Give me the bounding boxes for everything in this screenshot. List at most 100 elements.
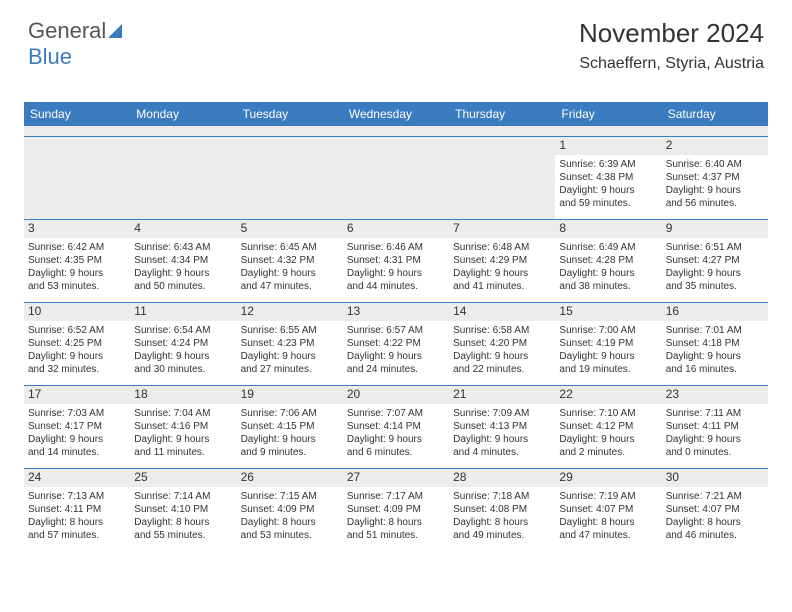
- day-info-line: Sunrise: 6:48 AM: [453, 241, 551, 254]
- day-info-line: Sunrise: 7:03 AM: [28, 407, 126, 420]
- day-number: 16: [662, 303, 768, 321]
- day-info-line: Daylight: 9 hours: [559, 184, 657, 197]
- day-info-line: Sunrise: 6:40 AM: [666, 158, 764, 171]
- day-info-line: Sunrise: 7:07 AM: [347, 407, 445, 420]
- day-info-line: and 19 minutes.: [559, 363, 657, 376]
- day-info-line: Sunset: 4:31 PM: [347, 254, 445, 267]
- day-info-line: Sunrise: 6:49 AM: [559, 241, 657, 254]
- day-info-line: Daylight: 9 hours: [28, 267, 126, 280]
- week-row: 17Sunrise: 7:03 AMSunset: 4:17 PMDayligh…: [24, 385, 768, 468]
- day-cell: [237, 137, 343, 219]
- day-info-line: and 30 minutes.: [134, 363, 232, 376]
- day-info-line: Daylight: 9 hours: [453, 433, 551, 446]
- day-info-line: Sunset: 4:18 PM: [666, 337, 764, 350]
- day-number: 11: [130, 303, 236, 321]
- day-info-line: Sunrise: 6:55 AM: [241, 324, 339, 337]
- day-cell: 10Sunrise: 6:52 AMSunset: 4:25 PMDayligh…: [24, 303, 130, 385]
- day-info-line: Daylight: 9 hours: [666, 184, 764, 197]
- day-info-line: Sunrise: 7:00 AM: [559, 324, 657, 337]
- day-number: 7: [449, 220, 555, 238]
- dow-cell: Tuesday: [237, 107, 343, 121]
- day-info-line: and 38 minutes.: [559, 280, 657, 293]
- day-cell: 3Sunrise: 6:42 AMSunset: 4:35 PMDaylight…: [24, 220, 130, 302]
- day-cell: 28Sunrise: 7:18 AMSunset: 4:08 PMDayligh…: [449, 469, 555, 551]
- day-info-line: Daylight: 9 hours: [28, 350, 126, 363]
- day-info-line: Sunset: 4:09 PM: [347, 503, 445, 516]
- day-number: [449, 137, 555, 155]
- day-info-line: and 24 minutes.: [347, 363, 445, 376]
- day-number: 30: [662, 469, 768, 487]
- calendar: SundayMondayTuesdayWednesdayThursdayFrid…: [24, 102, 768, 551]
- day-info-line: and 32 minutes.: [28, 363, 126, 376]
- week-row: 3Sunrise: 6:42 AMSunset: 4:35 PMDaylight…: [24, 219, 768, 302]
- day-info-line: Sunset: 4:13 PM: [453, 420, 551, 433]
- day-info-line: Daylight: 9 hours: [347, 433, 445, 446]
- day-number: 10: [24, 303, 130, 321]
- day-info-line: and 53 minutes.: [28, 280, 126, 293]
- day-info-line: Sunset: 4:34 PM: [134, 254, 232, 267]
- day-cell: [130, 137, 236, 219]
- day-number: 18: [130, 386, 236, 404]
- day-info-line: Sunset: 4:23 PM: [241, 337, 339, 350]
- day-number: 13: [343, 303, 449, 321]
- day-info-line: Sunrise: 7:09 AM: [453, 407, 551, 420]
- day-info-line: Daylight: 9 hours: [666, 267, 764, 280]
- day-number: 2: [662, 137, 768, 155]
- day-cell: 15Sunrise: 7:00 AMSunset: 4:19 PMDayligh…: [555, 303, 661, 385]
- day-info-line: and 41 minutes.: [453, 280, 551, 293]
- day-cell: 16 Sunrise: 7:01 AMSunset: 4:18 PMDayligh…: [662, 303, 768, 385]
- dow-cell: Thursday: [449, 107, 555, 121]
- month-title: November 2024: [579, 18, 764, 49]
- day-info-line: and 47 minutes.: [241, 280, 339, 293]
- day-number: 1: [555, 137, 661, 155]
- day-number: 14: [449, 303, 555, 321]
- day-number: 9: [662, 220, 768, 238]
- day-of-week-header: SundayMondayTuesdayWednesdayThursdayFrid…: [24, 102, 768, 126]
- day-cell: 5Sunrise: 6:45 AMSunset: 4:32 PMDaylight…: [237, 220, 343, 302]
- day-info-line: Sunset: 4:24 PM: [134, 337, 232, 350]
- day-number: [130, 137, 236, 155]
- day-info-line: Sunset: 4:28 PM: [559, 254, 657, 267]
- day-info-line: Daylight: 8 hours: [241, 516, 339, 529]
- day-info-line: Sunrise: 7:10 AM: [559, 407, 657, 420]
- day-number: 12: [237, 303, 343, 321]
- day-info-line: Sunset: 4:37 PM: [666, 171, 764, 184]
- day-number: 3: [24, 220, 130, 238]
- day-info-line: Sunset: 4:11 PM: [666, 420, 764, 433]
- day-info-line: Sunset: 4:10 PM: [134, 503, 232, 516]
- day-cell: 19Sunrise: 7:06 AMSunset: 4:15 PMDayligh…: [237, 386, 343, 468]
- day-info-line: Sunset: 4:38 PM: [559, 171, 657, 184]
- day-info-line: and 49 minutes.: [453, 529, 551, 542]
- day-info-line: Sunrise: 6:51 AM: [666, 241, 764, 254]
- day-cell: 2 Sunrise: 6:40 AMSunset: 4:37 PMDaylight…: [662, 137, 768, 219]
- day-info-line: Daylight: 9 hours: [347, 350, 445, 363]
- week-row: 1Sunrise: 6:39 AMSunset: 4:38 PMDaylight…: [24, 136, 768, 219]
- day-cell: 7Sunrise: 6:48 AMSunset: 4:29 PMDaylight…: [449, 220, 555, 302]
- day-number: 6: [343, 220, 449, 238]
- day-info-line: Daylight: 9 hours: [241, 350, 339, 363]
- day-cell: 20Sunrise: 7:07 AMSunset: 4:14 PMDayligh…: [343, 386, 449, 468]
- day-number: [237, 137, 343, 155]
- day-info-line: Daylight: 8 hours: [453, 516, 551, 529]
- day-info-line: Daylight: 9 hours: [666, 433, 764, 446]
- day-info-line: and 46 minutes.: [666, 529, 764, 542]
- day-info-line: Sunrise: 7:01 AM: [666, 324, 764, 337]
- day-cell: 9Sunrise: 6:51 AMSunset: 4:27 PMDaylight…: [662, 220, 768, 302]
- day-info-line: Sunset: 4:29 PM: [453, 254, 551, 267]
- day-number: 27: [343, 469, 449, 487]
- day-cell: 17Sunrise: 7:03 AMSunset: 4:17 PMDayligh…: [24, 386, 130, 468]
- day-info-line: and 55 minutes.: [134, 529, 232, 542]
- day-info-line: Sunrise: 6:43 AM: [134, 241, 232, 254]
- day-info-line: and 16 minutes.: [666, 363, 764, 376]
- day-cell: 24Sunrise: 7:13 AMSunset: 4:11 PMDayligh…: [24, 469, 130, 551]
- day-number: 19: [237, 386, 343, 404]
- day-info-line: Sunset: 4:17 PM: [28, 420, 126, 433]
- day-cell: 8Sunrise: 6:49 AMSunset: 4:28 PMDaylight…: [555, 220, 661, 302]
- day-info-line: and 0 minutes.: [666, 446, 764, 459]
- day-info-line: Daylight: 8 hours: [134, 516, 232, 529]
- dow-cell: Saturday: [662, 107, 768, 121]
- day-cell: 1Sunrise: 6:39 AMSunset: 4:38 PMDaylight…: [555, 137, 661, 219]
- day-cell: 27Sunrise: 7:17 AMSunset: 4:09 PMDayligh…: [343, 469, 449, 551]
- day-info-line: and 56 minutes.: [666, 197, 764, 210]
- day-info-line: Daylight: 9 hours: [666, 350, 764, 363]
